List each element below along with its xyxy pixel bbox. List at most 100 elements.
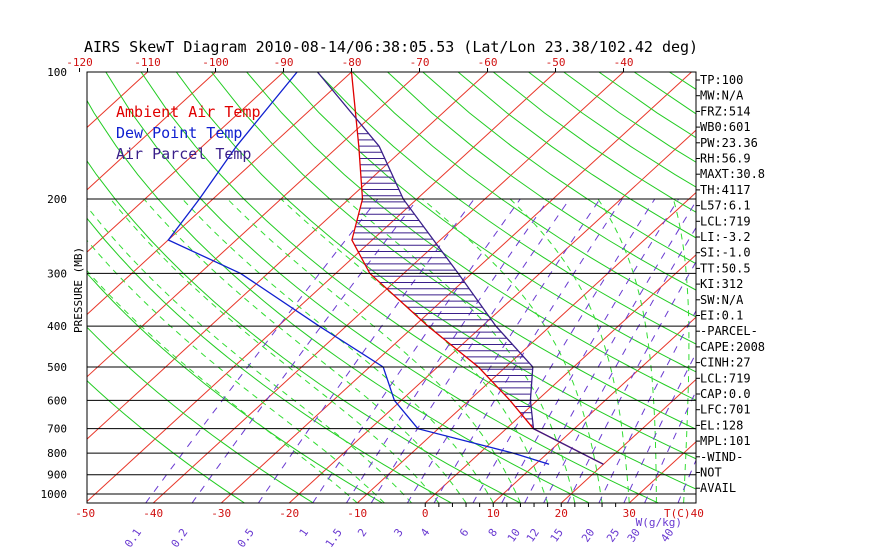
pressure-tick-label: 800 (47, 447, 67, 460)
mixing-ratio-line (370, 198, 570, 503)
moist-adiabat-line (87, 205, 412, 503)
stability-index-item: KI:312 (700, 277, 743, 291)
isotherm-line (492, 316, 696, 503)
bottom-temp-label: -20 (279, 507, 299, 520)
bottom-temp-label: 0 (422, 507, 429, 520)
top-temp-label: -40 (614, 56, 634, 69)
moist-adiabat-line (87, 239, 385, 503)
dry-adiabat-line (87, 160, 521, 503)
mixing-ratio-line (312, 198, 521, 503)
pressure-tick-label: 300 (47, 267, 67, 280)
moist-adiabat-line (422, 198, 603, 503)
moist-adiabat-line (345, 198, 576, 503)
bottom-temp-label: 30 (623, 507, 636, 520)
stability-index-item: TP:100 (700, 73, 743, 87)
isotherm-line (152, 72, 624, 503)
bottom-temp-label: -40 (143, 507, 163, 520)
dry-adiabat-line (846, 72, 870, 503)
dry-adiabat-line (87, 272, 383, 503)
y-axis-label: PRESSURE (MB) (72, 247, 85, 333)
isotherm-line (87, 72, 420, 378)
mixing-ratio-label: 2 (355, 526, 369, 539)
pressure-tick-label: 600 (47, 394, 67, 407)
pressure-tick-label: 100 (47, 66, 67, 79)
stability-index-item: TT:50.5 (700, 261, 751, 275)
isotherm-line (87, 72, 556, 503)
isotherm-line (87, 72, 216, 191)
moist-adiabat-line (110, 198, 440, 503)
mixing-ratio-line (598, 309, 696, 503)
dry-adiabat-line (87, 326, 314, 503)
pressure-tick-label: 1000 (41, 488, 68, 501)
dry-adiabat-line (105, 72, 659, 503)
isotherm-line (560, 378, 696, 503)
stability-index-item: EL:128 (700, 418, 743, 432)
mixing-ratio-label: 0.1 (122, 526, 144, 550)
stability-index-item: -WIND- (700, 450, 743, 464)
mixing-units-label: W(g/kg) (636, 516, 682, 529)
pressure-tick-label: 700 (47, 423, 67, 436)
bottom-temp-label: -10 (347, 507, 367, 520)
mixing-ratio-line (345, 198, 550, 503)
top-temp-label: -80 (342, 56, 362, 69)
mixing-ratio-line (501, 198, 679, 503)
stability-index-item: SI:-1.0 (700, 246, 751, 260)
pressure-tick-label: 500 (47, 361, 67, 374)
bottom-temp-label: 20 (555, 507, 568, 520)
stability-index-item: MPL:101 (700, 434, 751, 448)
pressure-lines (87, 198, 696, 495)
stability-index-item: FRZ:514 (700, 104, 751, 118)
stability-index-item: AVAIL (700, 481, 736, 495)
top-temp-label: -110 (134, 56, 161, 69)
stability-index-item: MAXT:30.8 (700, 167, 765, 181)
dry-adiabat-line (316, 72, 696, 345)
isotherm-line (424, 254, 696, 503)
isotherm-line (0, 72, 12, 503)
stability-index-item: NOT (700, 466, 722, 480)
moist-adiabat-line (87, 269, 358, 503)
mixing-ratio-label: 0.5 (235, 526, 257, 550)
pressure-tick-label: 200 (47, 193, 67, 206)
mixing-ratio-label: 12 (524, 526, 542, 544)
top-temp-label: -120 (66, 56, 93, 69)
legend-entry: Ambient Air Temp (116, 103, 261, 121)
stability-index-item: -PARCEL- (700, 324, 758, 338)
legend-entry: Air Parcel Temp (116, 145, 251, 163)
mixing-ratio-label: 25 (604, 526, 622, 544)
stability-index-item: LI:-3.2 (700, 230, 751, 244)
mixing-ratio-line (567, 260, 696, 503)
dry-adiabat-line (422, 72, 696, 265)
dry-adiabat-line (740, 72, 870, 503)
mixing-ratio-label: 3 (391, 526, 405, 539)
mixing-ratio-line (406, 198, 601, 503)
mixing-ratio-label: 8 (486, 526, 500, 539)
isotherm-line (87, 72, 284, 253)
mixing-ratio-line (623, 352, 696, 503)
stability-index-item: PW:23.36 (700, 136, 758, 150)
stability-index-item: MW:N/A (700, 89, 744, 103)
temp-units-label: T(C) (664, 507, 691, 520)
mixing-ratio-line (433, 198, 623, 503)
moist-adiabat-line (143, 198, 467, 503)
mixing-ratio-label: 20 (579, 526, 597, 544)
moist-adiabat-line (509, 198, 630, 503)
top-temp-label: -100 (202, 56, 229, 69)
bottom-temp-label: 10 (487, 507, 500, 520)
pressure-tick-label: 400 (47, 320, 67, 333)
moist-adiabat-line (182, 198, 494, 503)
dry-adiabat-line (810, 72, 870, 503)
dry-adiabat-line (87, 380, 245, 503)
axis-labels: 1002003004005006007008009001000PRESSURE … (41, 56, 704, 550)
moist-adiabat-line (672, 198, 690, 503)
dry-adiabat-line (387, 72, 696, 291)
mixing-ratio-label: 6 (457, 526, 471, 539)
isotherm-line (87, 72, 488, 440)
moist-adiabat-line (227, 198, 521, 503)
isotherm-line (87, 72, 352, 316)
mixing-ratio-label: 15 (548, 526, 566, 544)
plot-frame (86, 71, 697, 504)
stability-index-item: CAP:0.0 (700, 387, 751, 401)
stability-index-item: RH:56.9 (700, 152, 751, 166)
